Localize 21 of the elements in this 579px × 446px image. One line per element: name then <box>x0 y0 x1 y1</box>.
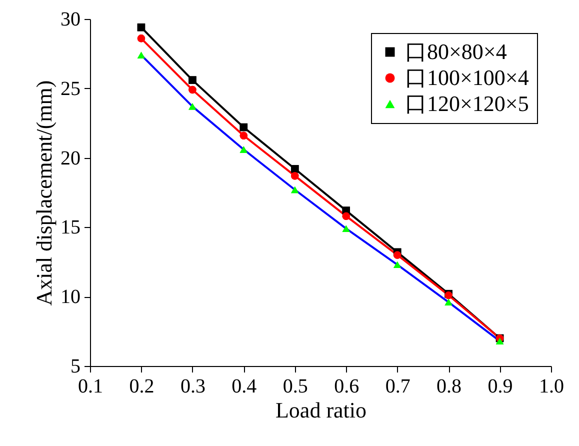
y-axis-title: Axial displacement/(mm) <box>32 80 56 306</box>
x-tick-label: 0.5 <box>282 376 308 398</box>
x-tick-label: 1.0 <box>539 376 564 398</box>
x-tick-label: 0.6 <box>334 376 360 398</box>
y-tick-label: 25 <box>60 78 80 100</box>
y-tick-label: 30 <box>60 8 80 30</box>
x-tick-label: 0.4 <box>232 376 257 398</box>
y-tick-label: 5 <box>70 356 80 378</box>
x-tick-label: 0.8 <box>436 376 462 398</box>
y-tick-label: 10 <box>60 286 80 308</box>
x-tick-label: 0.2 <box>129 376 154 398</box>
x-tick-label: 0.7 <box>385 376 410 398</box>
y-tick-label: 15 <box>60 216 80 239</box>
legend-label: 口80×80×4 <box>405 39 507 64</box>
legend-label: 口120×120×5 <box>405 91 529 116</box>
x-tick-label: 0.3 <box>180 376 206 398</box>
y-tick-label: 20 <box>60 147 80 170</box>
legend-label: 口100×100×4 <box>405 65 529 90</box>
x-axis-title: Load ratio <box>275 398 367 422</box>
x-tick-label: 0.1 <box>78 376 103 398</box>
x-tick-label: 0.9 <box>488 376 513 398</box>
